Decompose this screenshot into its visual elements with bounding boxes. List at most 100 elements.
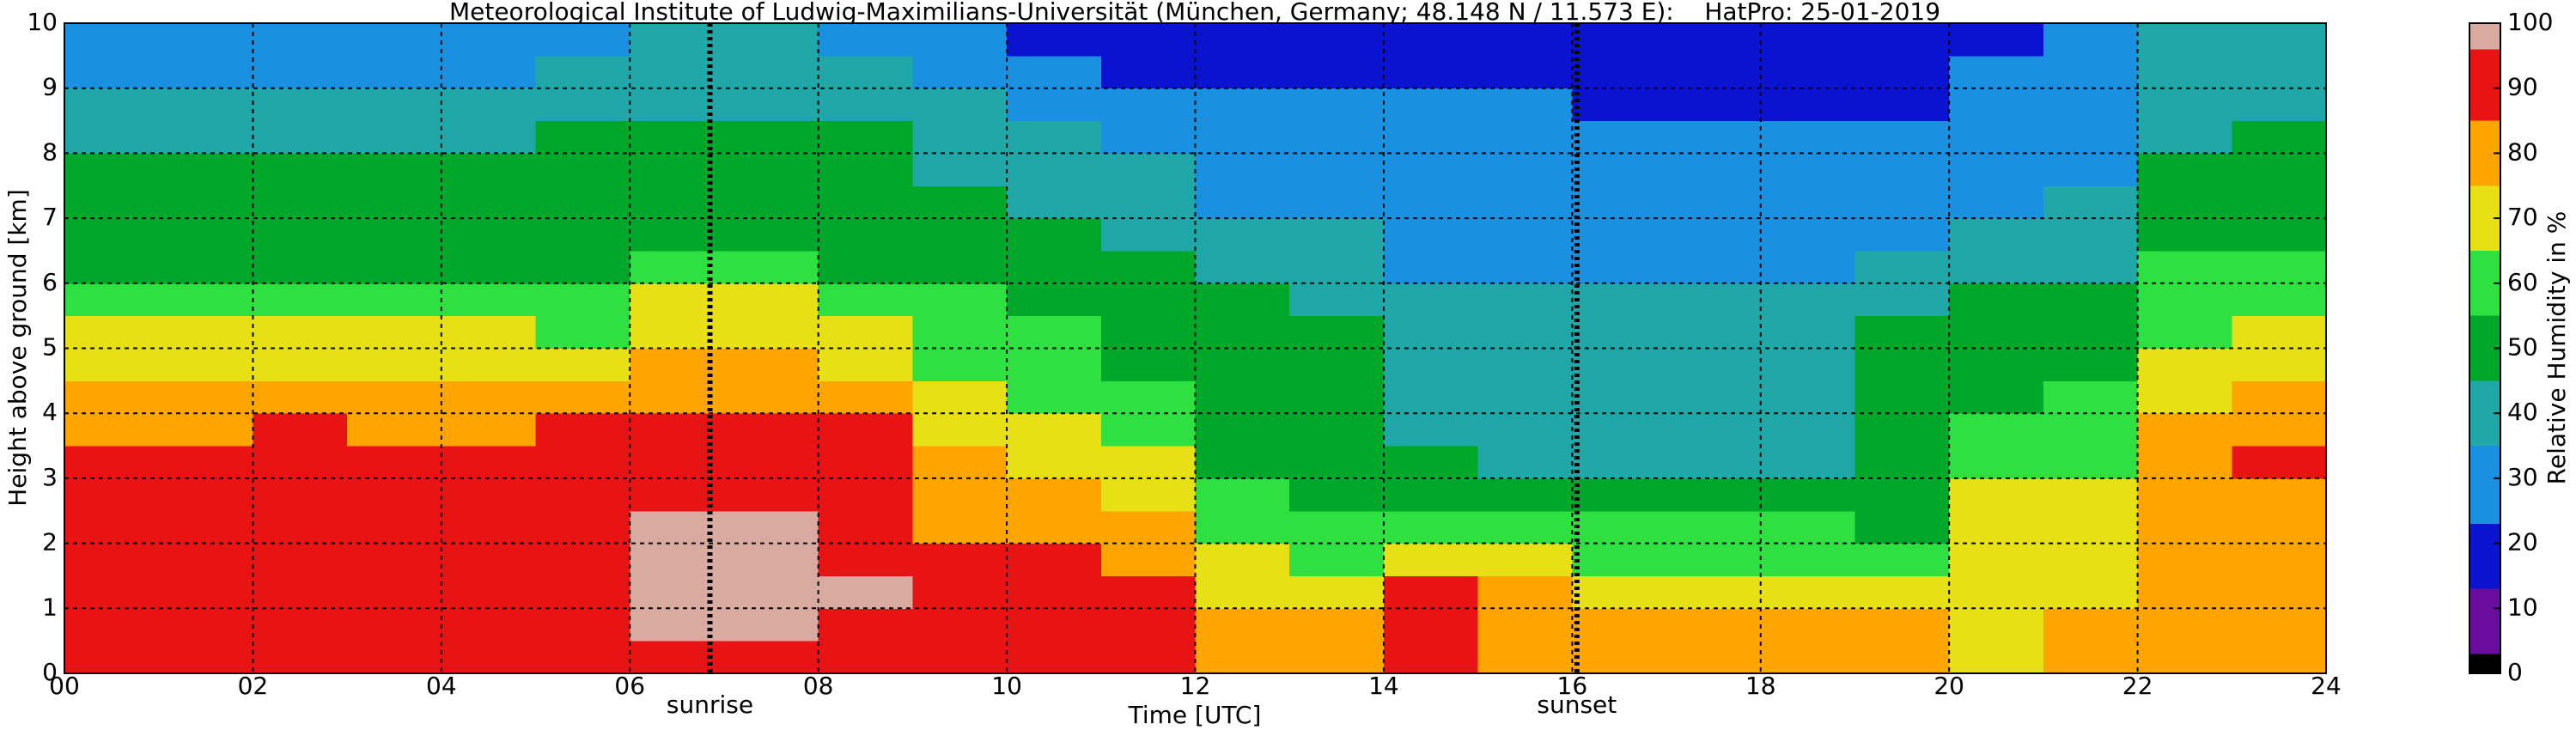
y-axis-label: Height above ground [km] bbox=[3, 189, 32, 507]
heatmap-cell bbox=[535, 250, 630, 284]
heatmap-cell bbox=[253, 218, 348, 252]
heatmap-cell bbox=[1195, 348, 1290, 381]
heatmap-cell bbox=[253, 478, 348, 512]
heatmap-cell bbox=[64, 510, 160, 544]
heatmap-cell bbox=[1477, 55, 1573, 89]
heatmap-cell bbox=[2137, 413, 2232, 447]
heatmap-cell bbox=[2043, 88, 2139, 122]
heatmap-cell bbox=[2232, 543, 2327, 576]
heatmap-cell bbox=[64, 641, 160, 674]
heatmap-cell bbox=[158, 250, 253, 284]
heatmap-cell bbox=[1100, 348, 1196, 381]
heatmap-cell bbox=[1195, 186, 1290, 219]
heatmap-cell bbox=[2137, 380, 2232, 414]
heatmap-cell bbox=[818, 413, 913, 447]
heatmap-cell bbox=[1289, 641, 1385, 674]
heatmap-cell bbox=[1760, 23, 1855, 57]
heatmap-cell bbox=[1854, 575, 1950, 609]
heatmap-cell bbox=[1572, 250, 1667, 284]
heatmap-cell bbox=[1572, 478, 1667, 512]
heatmap-cell bbox=[912, 380, 1008, 414]
heatmap-cell bbox=[1383, 250, 1479, 284]
heatmap-cell bbox=[723, 510, 819, 544]
heatmap-cell bbox=[2137, 315, 2232, 349]
heatmap-cell bbox=[818, 543, 913, 576]
heatmap-cell bbox=[2137, 283, 2232, 317]
heatmap-cell bbox=[347, 88, 442, 122]
heatmap-cell bbox=[535, 55, 630, 89]
heatmap-cell bbox=[1760, 575, 1855, 609]
heatmap-cell bbox=[441, 348, 537, 381]
heatmap-cell bbox=[2043, 348, 2139, 381]
plot-frame bbox=[64, 22, 2327, 674]
heatmap-cell bbox=[2043, 250, 2139, 284]
heatmap-cell bbox=[1383, 608, 1479, 642]
heatmap-cell bbox=[1760, 55, 1855, 89]
heatmap-cell bbox=[1383, 55, 1479, 89]
heatmap-cell bbox=[1195, 218, 1290, 252]
heatmap-cell bbox=[1007, 446, 1102, 479]
heatmap-cell bbox=[1477, 608, 1573, 642]
heatmap-cell bbox=[1666, 315, 1762, 349]
chart-title: Meteorological Institute of Ludwig-Maxim… bbox=[449, 0, 1940, 26]
heatmap-cell bbox=[1666, 153, 1762, 186]
heatmap-cell bbox=[1854, 218, 1950, 252]
heatmap-cell bbox=[1007, 641, 1102, 674]
heatmap-cell bbox=[2232, 55, 2327, 89]
heatmap-cell bbox=[1760, 510, 1855, 544]
heatmap-cell bbox=[64, 88, 160, 122]
heatmap-cell bbox=[1572, 543, 1667, 576]
heatmap-cell bbox=[723, 250, 819, 284]
heatmap-cell bbox=[2137, 218, 2232, 252]
heatmap-cell bbox=[912, 218, 1008, 252]
heatmap-cell bbox=[1854, 641, 1950, 674]
colorbar-band bbox=[2469, 588, 2500, 654]
heatmap-cell bbox=[1195, 23, 1290, 57]
heatmap-cell bbox=[2137, 348, 2232, 381]
heatmap-cell bbox=[1666, 88, 1762, 122]
heatmap-cell bbox=[158, 380, 253, 414]
heatmap-cell bbox=[1100, 23, 1196, 57]
heatmap-cell bbox=[723, 283, 819, 317]
y-tick-label: 10 bbox=[27, 8, 58, 36]
heatmap-cell bbox=[912, 608, 1008, 642]
heatmap-cell bbox=[1572, 186, 1667, 219]
heatmap-cell bbox=[2137, 250, 2232, 284]
heatmap-cell bbox=[1383, 413, 1479, 447]
heatmap-cell bbox=[1477, 543, 1573, 576]
heatmap-cell bbox=[2137, 543, 2232, 576]
heatmap-cell bbox=[1289, 23, 1385, 57]
heatmap-cell bbox=[1854, 543, 1950, 576]
heatmap-cell bbox=[1195, 575, 1290, 609]
heatmap-cell bbox=[818, 250, 913, 284]
heatmap-cell bbox=[64, 218, 160, 252]
heatmap-cell bbox=[1289, 543, 1385, 576]
colorbar-tick-label: 70 bbox=[2507, 203, 2538, 231]
heatmap-cell bbox=[1760, 250, 1855, 284]
heatmap-cell bbox=[1100, 250, 1196, 284]
heatmap-cell bbox=[64, 186, 160, 219]
heatmap-cell bbox=[441, 575, 537, 609]
heatmap-cell bbox=[535, 153, 630, 186]
heatmap-cell bbox=[441, 446, 537, 479]
heatmap-cell bbox=[64, 315, 160, 349]
heatmap-cell bbox=[2232, 380, 2327, 414]
heatmap-cell bbox=[253, 641, 348, 674]
heatmap-cell bbox=[1383, 478, 1479, 512]
heatmap-cell bbox=[1854, 608, 1950, 642]
heatmap-cell bbox=[1949, 380, 2044, 414]
heatmap-cell bbox=[535, 413, 630, 447]
heatmap-cell bbox=[1289, 608, 1385, 642]
heatmap-cell bbox=[441, 478, 537, 512]
heatmap-cell bbox=[441, 23, 537, 57]
heatmap-cell bbox=[64, 413, 160, 447]
heatmap-cell bbox=[441, 641, 537, 674]
heatmap-cell bbox=[158, 543, 253, 576]
heatmap-cell bbox=[2232, 478, 2327, 512]
y-tick-label: 3 bbox=[42, 463, 58, 491]
heatmap-cell bbox=[723, 575, 819, 609]
heatmap-cell bbox=[818, 120, 913, 154]
heatmap-cell bbox=[1289, 153, 1385, 186]
heatmap-cell bbox=[912, 250, 1008, 284]
heatmap-cell bbox=[1949, 510, 2044, 544]
